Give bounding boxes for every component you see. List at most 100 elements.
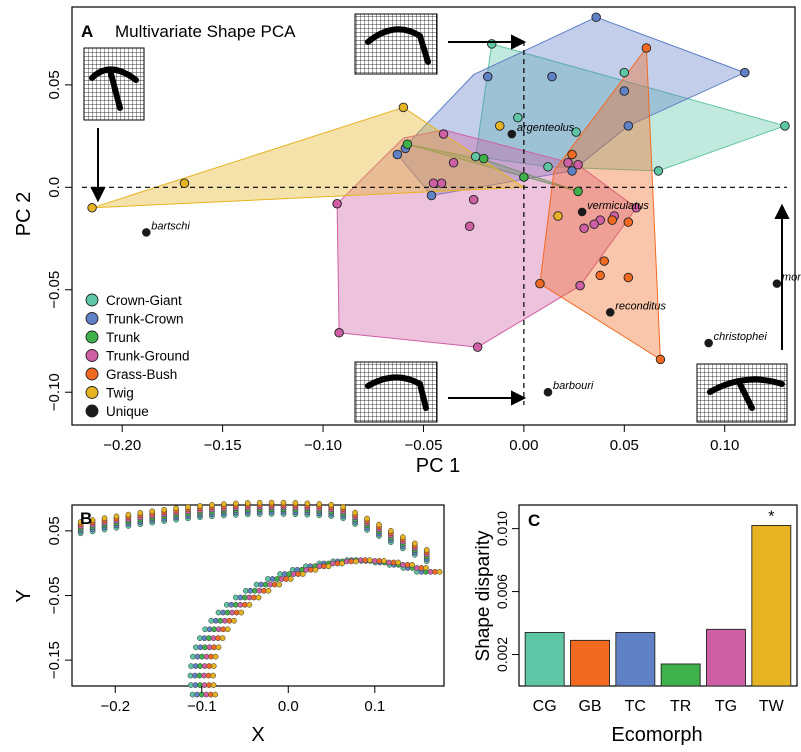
outer-landmark — [388, 527, 394, 534]
inner-landmark — [395, 559, 401, 566]
species-label: bartschi — [151, 220, 190, 232]
point-crown-giant — [486, 39, 497, 49]
inner-landmark — [215, 644, 222, 651]
inner-landmark — [224, 626, 231, 633]
point-trunk-ground — [334, 328, 344, 338]
point-unique — [577, 207, 587, 217]
outer-landmark — [423, 547, 430, 553]
outer-landmark — [232, 500, 239, 507]
legend: Crown-Giant Trunk-Crown Trunk Trunk-Ground G… — [85, 293, 190, 419]
point-trunk-ground — [428, 178, 439, 188]
legend-label: Trunk-Ground — [106, 349, 190, 364]
species-label: barbouri — [553, 380, 594, 392]
species-labels: bartschi argenteolus vermiculatus monticola… — [151, 122, 801, 392]
panel-a-letter: A — [81, 22, 93, 41]
landmark-points — [77, 499, 443, 698]
inner-landmark — [210, 682, 217, 688]
outer-landmark — [340, 504, 347, 510]
point-crown-giant — [470, 151, 481, 162]
point-trunk — [402, 139, 413, 150]
point-trunk-ground — [631, 203, 642, 213]
x-tick-label: 0.05 — [610, 437, 639, 454]
point-twig — [495, 121, 505, 131]
panel-c-letter: C — [528, 511, 540, 530]
point-twig — [553, 211, 563, 221]
point-trunk-ground — [589, 219, 599, 229]
point-trunk-ground — [332, 198, 342, 209]
x-tick-label: 0.10 — [710, 437, 739, 454]
inner-landmark — [312, 566, 319, 573]
legend-swatch-trunk-ground — [85, 349, 99, 362]
legend-swatch-twig — [85, 386, 99, 399]
point-grass-bush — [623, 217, 634, 227]
bar-cg — [524, 632, 565, 687]
x-tick-label: −0.15 — [204, 437, 242, 454]
inner-landmark — [409, 561, 415, 568]
point-layer — [87, 12, 790, 397]
c-x-tick-label: TW — [759, 698, 785, 715]
inner-landmark — [276, 581, 283, 588]
hull-twig — [91, 106, 526, 209]
point-crown-giant — [513, 112, 523, 123]
point-trunk-crown — [591, 12, 601, 22]
c-x-axis-ticks: CG GB TC TR TG TW — [533, 698, 785, 715]
c-y-tick-label: 0.002 — [494, 637, 510, 672]
point-grass-bush — [595, 270, 605, 281]
outer-landmark — [220, 501, 227, 507]
legend-label: Unique — [106, 404, 149, 419]
b-x-tick-label: 0.1 — [364, 698, 385, 715]
panel-a-title: Multivariate Shape PCA — [115, 22, 296, 41]
point-unique — [605, 308, 615, 317]
hull-trunk — [407, 143, 579, 192]
c-x-tick-label: CG — [533, 698, 557, 715]
c-y-tick-label: 0.006 — [494, 574, 510, 609]
point-trunk-ground — [436, 178, 447, 188]
outer-landmark — [304, 500, 311, 507]
deformation-grid-bottom-right — [696, 363, 788, 423]
x-tick-label: 0.00 — [509, 437, 538, 454]
point-trunk-crown — [567, 166, 577, 176]
outer-landmark — [173, 505, 179, 512]
panel-a-xlabel: PC 1 — [416, 455, 460, 477]
species-label: vermiculatus — [587, 200, 649, 212]
outer-landmark — [399, 534, 406, 540]
panel-b-ylabel: Y — [13, 589, 35, 602]
panel-a-ylabel: PC 2 — [13, 192, 35, 236]
inner-landmark — [210, 663, 217, 669]
point-trunk-crown — [426, 190, 437, 201]
point-trunk-ground — [464, 221, 475, 231]
point-trunk — [573, 186, 583, 197]
c-x-tick-label: TC — [625, 698, 646, 715]
b-y-axis-ticks: 0.05 −0.05 −0.15 — [46, 516, 72, 679]
point-crown-giant — [653, 166, 664, 176]
outer-landmark — [316, 501, 323, 507]
point-trunk — [519, 172, 529, 182]
legend-swatch-trunk — [85, 330, 99, 344]
outer-landmark — [125, 511, 132, 518]
y-axis-ticks: 0.05 0.0 −0.05 −0.10 — [46, 70, 72, 411]
c-x-tick-label: GB — [578, 698, 601, 715]
point-trunk-ground — [573, 160, 583, 170]
point-trunk-crown — [392, 149, 403, 160]
x-axis-ticks: −0.20 −0.15 −0.10 −0.05 0.00 0.05 0.10 — [103, 425, 739, 454]
outer-landmark — [149, 508, 156, 515]
bar-tw — [751, 525, 792, 687]
inner-landmark — [325, 563, 332, 570]
legend-swatch-grass-bush — [85, 367, 99, 381]
b-x-axis-ticks: −0.2 −0.1 0.0 0.1 — [100, 686, 385, 715]
panel-c-frame — [518, 504, 798, 687]
point-trunk-ground — [575, 280, 585, 291]
inner-landmark — [353, 558, 359, 565]
point-unique — [142, 228, 151, 237]
point-trunk-crown — [619, 86, 630, 96]
outer-landmark — [268, 499, 275, 506]
point-grass-bush — [599, 256, 609, 266]
inner-landmark — [246, 601, 253, 608]
panel-c-ylabel: Shape disparity — [473, 530, 494, 661]
point-crown-giant — [543, 162, 553, 172]
point-grass-bush — [535, 278, 545, 289]
y-tick-label: −0.05 — [46, 271, 63, 309]
outer-landmark — [77, 519, 84, 525]
point-trunk-crown — [547, 71, 557, 82]
point-trunk-crown — [740, 67, 750, 78]
